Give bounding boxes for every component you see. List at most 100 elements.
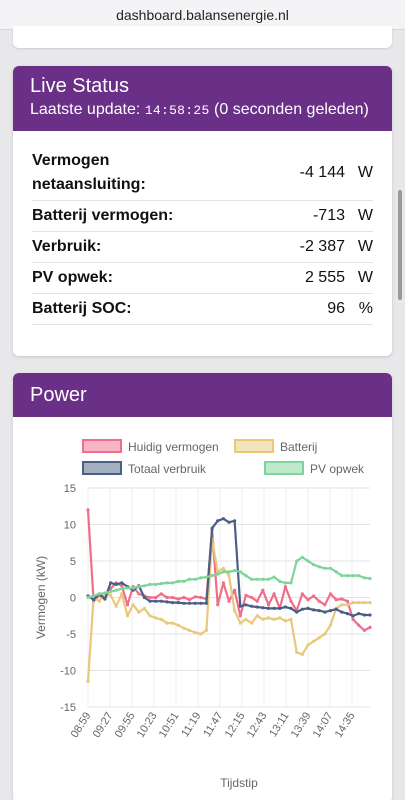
- data-point: [328, 609, 333, 613]
- data-point: [238, 614, 242, 618]
- data-point: [351, 601, 355, 605]
- status-value: -713: [312, 207, 345, 224]
- data-point: [204, 628, 208, 632]
- data-point: [120, 592, 124, 596]
- data-point: [362, 576, 366, 580]
- data-point: [362, 628, 366, 632]
- data-point: [137, 610, 141, 614]
- page-scrollbar[interactable]: [398, 190, 402, 300]
- status-unit: W: [357, 269, 373, 286]
- data-point: [171, 601, 175, 605]
- legend-label: Totaal verbruik: [128, 462, 207, 476]
- data-point: [368, 625, 372, 629]
- data-point: [238, 604, 242, 608]
- data-point: [165, 621, 169, 625]
- browser-url-bar[interactable]: dashboard.balansenergie.nl: [0, 0, 405, 30]
- data-point: [227, 574, 231, 578]
- y-tick-label: 5: [70, 556, 76, 568]
- data-point: [142, 606, 146, 610]
- data-point: [109, 581, 113, 585]
- x-tick-label: 09:55: [113, 710, 138, 740]
- status-unit: W: [357, 164, 373, 181]
- data-point: [340, 610, 344, 614]
- status-label: Vermogen netaansluiting:: [32, 152, 146, 193]
- data-point: [148, 582, 152, 586]
- data-point: [109, 593, 113, 597]
- data-point: [187, 577, 192, 581]
- data-point: [300, 592, 304, 596]
- data-point: [295, 610, 299, 614]
- data-point: [187, 601, 192, 605]
- data-point: [199, 576, 203, 580]
- data-point: [159, 582, 163, 586]
- url-text: dashboard.balansenergie.nl: [116, 7, 289, 23]
- data-point: [92, 598, 96, 602]
- power-header: Power: [13, 373, 392, 417]
- data-point: [317, 599, 321, 603]
- x-axis-title: Tijdstip: [220, 776, 258, 790]
- data-point: [165, 581, 169, 585]
- last-update-label: Laatste update:: [30, 101, 141, 118]
- data-point: [176, 623, 180, 627]
- data-point: [278, 606, 282, 610]
- data-point: [317, 609, 321, 613]
- data-point: [300, 555, 304, 559]
- data-point: [300, 607, 304, 611]
- data-point: [193, 577, 197, 581]
- status-unit: W: [357, 207, 373, 224]
- y-tick-label: 10: [64, 520, 76, 532]
- data-point: [328, 592, 333, 596]
- x-tick-label: 12:43: [245, 710, 270, 740]
- data-point: [171, 621, 175, 625]
- status-label: Verbruik:: [32, 238, 102, 255]
- legend-label: PV opwek: [310, 462, 365, 476]
- data-point: [159, 592, 163, 596]
- status-row-pv-opwek: PV opwek: 2 555 W: [32, 263, 373, 294]
- data-point: [323, 603, 327, 607]
- data-point: [334, 598, 338, 602]
- y-tick-label: 0: [70, 593, 76, 605]
- data-point: [328, 566, 333, 570]
- data-point: [289, 617, 293, 621]
- data-point: [323, 632, 327, 636]
- data-point: [345, 603, 349, 607]
- data-point: [362, 601, 366, 605]
- data-point: [340, 574, 344, 578]
- data-point: [250, 595, 254, 600]
- data-point: [368, 613, 372, 617]
- data-point: [154, 582, 158, 586]
- data-point: [345, 599, 349, 603]
- data-point: [357, 612, 361, 616]
- data-point: [148, 614, 152, 618]
- data-point: [306, 606, 310, 610]
- data-point: [131, 586, 135, 590]
- data-point: [148, 599, 152, 603]
- data-point: [97, 592, 101, 596]
- data-point: [283, 605, 287, 609]
- data-point: [351, 574, 355, 578]
- data-point: [193, 601, 197, 605]
- data-point: [317, 565, 321, 569]
- data-point: [114, 604, 118, 608]
- data-point: [278, 616, 282, 620]
- data-point: [244, 617, 248, 621]
- data-point: [368, 601, 372, 605]
- data-point: [238, 621, 242, 625]
- data-point: [142, 595, 146, 600]
- data-point: [125, 586, 130, 590]
- data-point: [165, 600, 169, 604]
- data-point: [289, 581, 293, 585]
- data-point: [103, 591, 107, 595]
- data-point: [210, 526, 214, 530]
- power-title: Power: [30, 384, 87, 406]
- y-axis-title: Vermogen (kW): [34, 556, 48, 639]
- legend-label: Batterij: [280, 440, 317, 454]
- status-value: -4 144: [299, 164, 345, 181]
- power-chart-container: Huidig vermogen Batterij Totaal verbruik PV…: [13, 417, 392, 800]
- data-point: [272, 617, 276, 621]
- data-point: [171, 595, 175, 600]
- data-point: [86, 595, 90, 600]
- data-point: [255, 599, 259, 603]
- data-point: [250, 604, 254, 608]
- x-tick-label: 12:15: [223, 710, 248, 740]
